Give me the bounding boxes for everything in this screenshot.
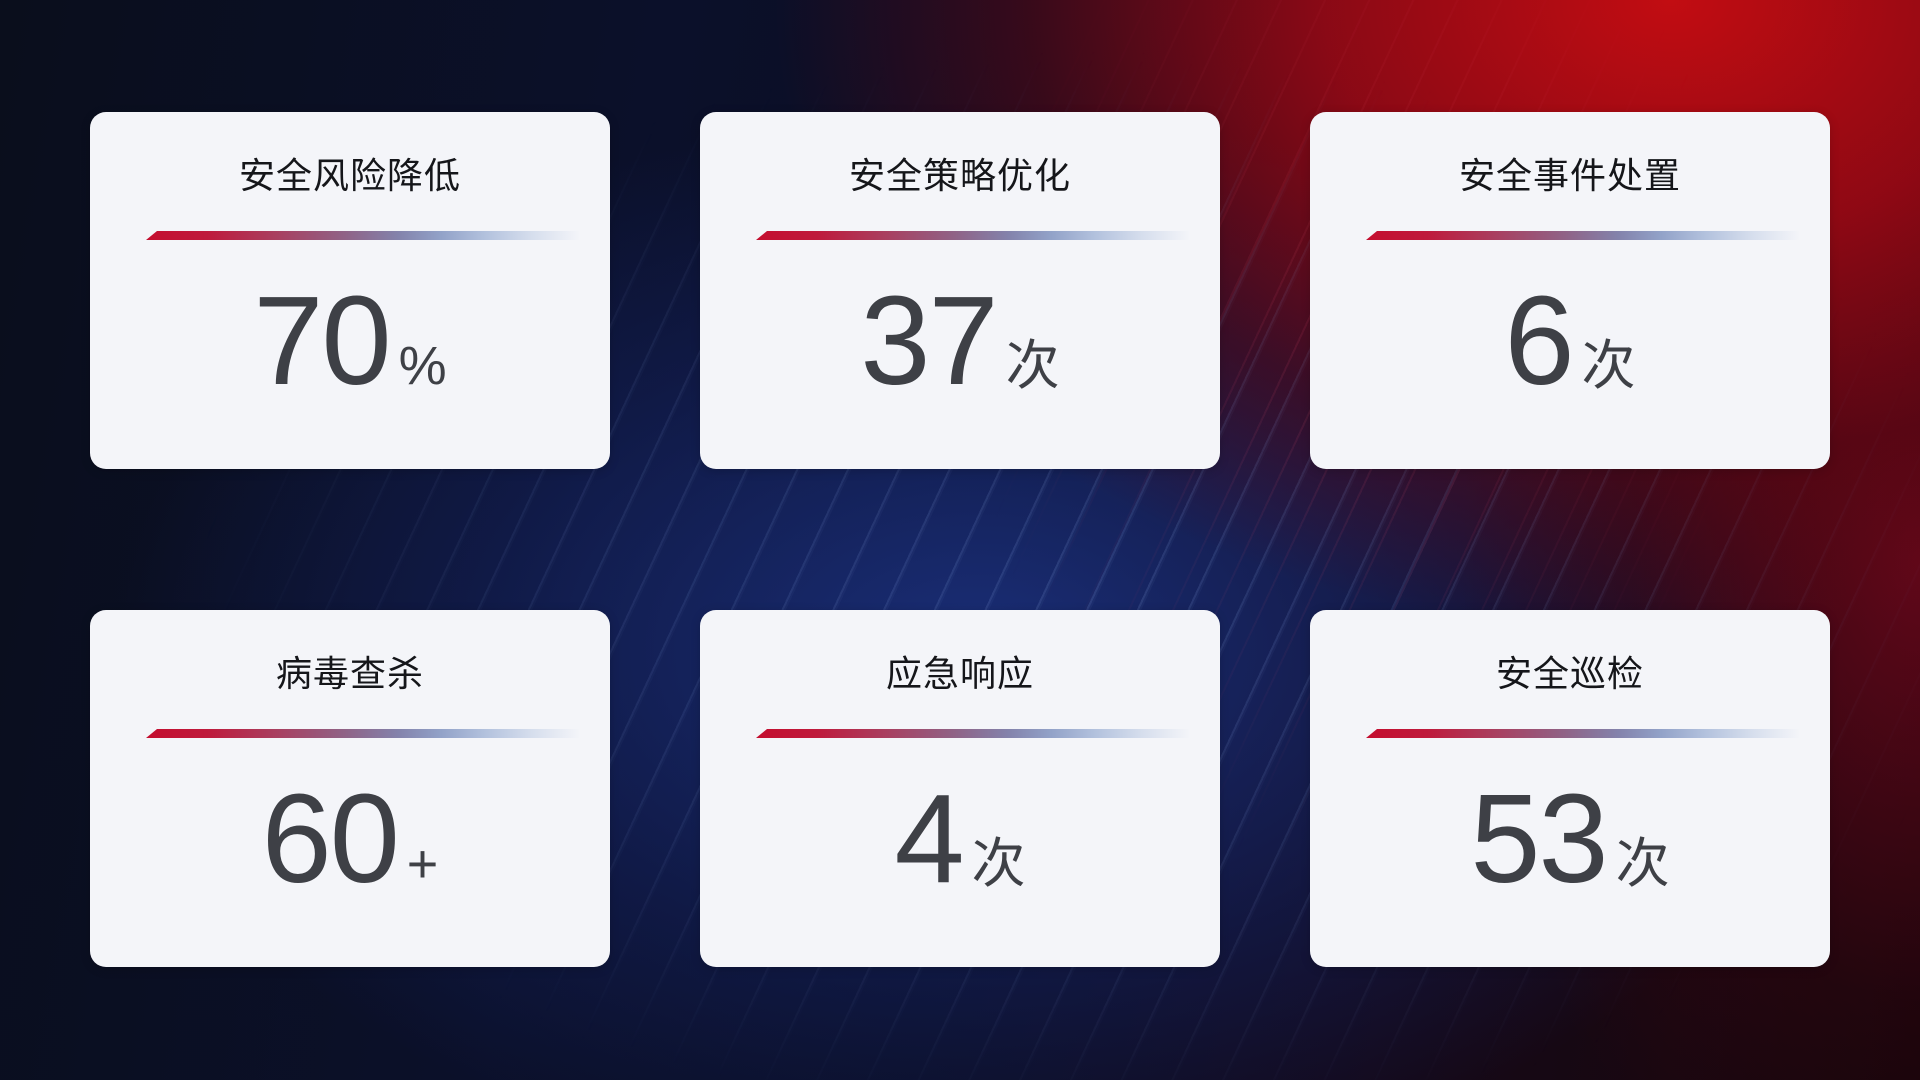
stat-card-divider xyxy=(756,729,1190,738)
stat-card-divider xyxy=(756,231,1190,240)
stat-card-title: 应急响应 xyxy=(885,653,1034,694)
stat-card-value: 6 次 xyxy=(1310,278,1830,404)
stat-value-unit: % xyxy=(398,336,447,396)
stat-card-title: 安全风险降低 xyxy=(238,155,461,196)
stat-value-number: 6 xyxy=(1504,270,1574,411)
stat-card-divider xyxy=(1366,729,1800,738)
stat-card-value: 70 % xyxy=(90,278,610,404)
stat-value-unit: 次 xyxy=(1005,336,1060,396)
stat-card-title: 安全策略优化 xyxy=(848,155,1071,196)
stat-value-unit: 次 xyxy=(1615,834,1670,894)
stat-card-value: 60 + xyxy=(90,776,610,902)
stat-card-virus-scan: 病毒查杀 60 + xyxy=(90,610,610,967)
stat-card-value: 53 次 xyxy=(1310,776,1830,902)
stat-value-unit: 次 xyxy=(1581,336,1636,396)
stat-value-number: 4 xyxy=(894,768,964,909)
stat-card-security-inspection: 安全巡检 53 次 xyxy=(1310,610,1830,967)
stat-card-title: 安全事件处置 xyxy=(1458,155,1681,196)
stat-card-title: 安全巡检 xyxy=(1495,653,1644,694)
stat-value-number: 37 xyxy=(860,270,998,411)
stat-value-unit: + xyxy=(406,834,439,894)
stat-card-policy-optimization: 安全策略优化 37 次 xyxy=(700,112,1220,469)
stat-value-number: 70 xyxy=(253,270,391,411)
stats-grid: 安全风险降低 70 % 安全策略优化 37 次 安全事件处置 6 次 病毒查 xyxy=(90,112,1830,967)
stat-card-title: 病毒查杀 xyxy=(275,653,424,694)
stat-value-number: 60 xyxy=(261,768,400,909)
stat-value-unit: 次 xyxy=(971,834,1026,894)
stat-card-incident-handling: 安全事件处置 6 次 xyxy=(1310,112,1830,469)
stat-card-emergency-response: 应急响应 4 次 xyxy=(700,610,1220,967)
stat-card-divider xyxy=(146,729,580,738)
stat-card-value: 37 次 xyxy=(700,278,1220,404)
stat-card-risk-reduction: 安全风险降低 70 % xyxy=(90,112,610,469)
stat-value-number: 53 xyxy=(1470,768,1608,909)
stat-card-value: 4 次 xyxy=(700,776,1220,902)
stat-card-divider xyxy=(146,231,580,240)
stat-card-divider xyxy=(1366,231,1800,240)
